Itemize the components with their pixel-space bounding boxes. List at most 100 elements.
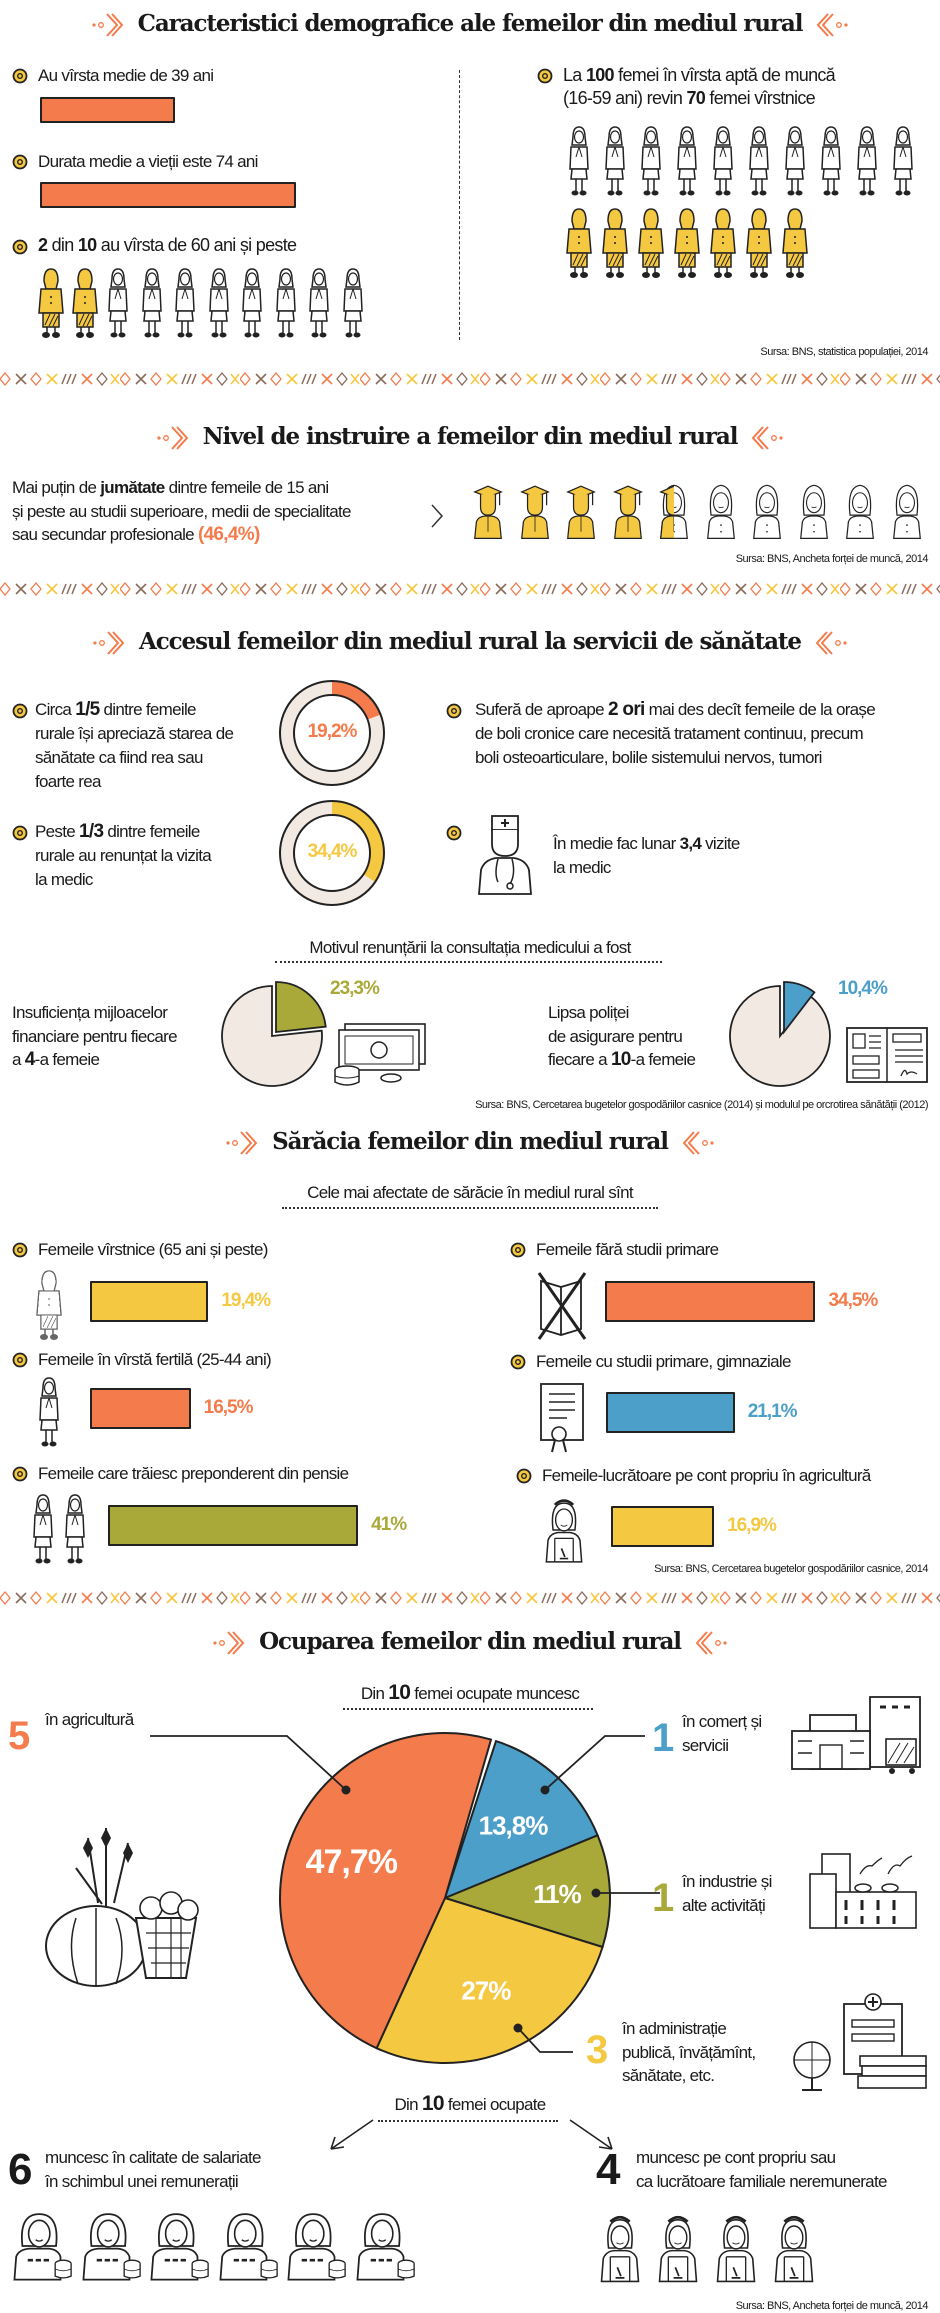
employees-label: muncesc în calitate de salariate în schim… xyxy=(45,2146,261,2194)
donut-segment xyxy=(280,681,384,785)
insurance-document-icon xyxy=(846,1027,928,1083)
elderly-figures-row xyxy=(36,267,371,339)
text: în schimbul unei remunerații xyxy=(45,2172,239,2191)
woman-icon xyxy=(641,126,661,197)
elderly-woman-icon xyxy=(674,208,700,279)
elderly-woman-icon xyxy=(638,208,664,279)
leader-line xyxy=(517,2027,573,2053)
woman-icon xyxy=(342,268,363,339)
text: în industrie și xyxy=(682,1872,772,1891)
title-text: Nivel de instruire a femeilor din mediul… xyxy=(202,423,739,450)
split-arrows-icon xyxy=(330,2119,613,2150)
text: financiare pentru fiecare xyxy=(12,1026,178,1046)
poverty-bar xyxy=(605,1281,816,1322)
industry-count: 1 xyxy=(652,1876,674,1920)
chevron-right-decoration-icon xyxy=(90,10,124,40)
pie-slice-label: 13,8% xyxy=(479,1811,549,1841)
text: ca lucrătoare familiale neremunerate xyxy=(636,2172,887,2191)
text: foarte rea xyxy=(35,772,101,791)
woman-icon xyxy=(208,268,229,339)
commerce-label: în comerț și servicii xyxy=(682,1710,762,1758)
bullet-icon xyxy=(510,1242,526,1258)
poverty-bar xyxy=(108,1505,359,1546)
text: mai des decît femeile de la orașe xyxy=(644,700,876,719)
elderly-woman-icon xyxy=(710,208,736,279)
shops-icon xyxy=(791,1696,921,1774)
employees-figures-row xyxy=(10,2210,421,2282)
agriculture-label: în agricultură xyxy=(45,1710,134,1729)
employed-woman-icon xyxy=(150,2212,209,2282)
section-title-education: Nivel de instruire a femeilor din mediul… xyxy=(0,423,940,453)
bullet-icon xyxy=(12,154,28,170)
avg-age-text: Au vîrsta medie de 39 ani xyxy=(38,66,214,85)
text: sau secundar profesionale xyxy=(12,525,198,544)
doctor-visits-text: În medie fac lunar 3,4 vizite la medic xyxy=(553,832,740,880)
pie-slice-value xyxy=(275,981,327,1034)
title-text: Sărăcia femeilor din mediul rural xyxy=(272,1128,669,1155)
book-icon xyxy=(537,1272,587,1340)
factory-icon xyxy=(809,1853,917,1929)
pair-icon xyxy=(33,1494,85,1565)
employment-pie-chart: 13,8% 11% 27% 47,7% xyxy=(150,1732,660,2064)
chevron-right-decoration-icon xyxy=(211,1628,245,1658)
text: -a femeie xyxy=(630,1050,696,1069)
leader-dot xyxy=(513,2023,523,2033)
text: rurale își apreciază starea de xyxy=(35,724,234,743)
fraction: 1/5 xyxy=(75,699,100,720)
text: Mai puțin de xyxy=(12,478,101,497)
administration-label: în administrație publică, învățămînt, sănă… xyxy=(622,2017,756,2088)
elderly-woman-icon xyxy=(782,208,808,279)
life-expectancy-text: Durata medie a vieții este 74 ani xyxy=(38,152,258,171)
woman-icon xyxy=(141,268,162,339)
self-employed-woman-icon xyxy=(658,2215,698,2283)
text: femei ocupate muncesc xyxy=(410,1684,580,1703)
chevron-left-decoration-icon xyxy=(695,1628,729,1658)
poverty-item-label: Femeile în vîrstă fertilă (25-44 ani) xyxy=(38,1350,272,1369)
elderly-count: 2 xyxy=(38,235,48,255)
text: a xyxy=(12,1050,25,1069)
pie-slice-label: 47,7% xyxy=(306,1843,398,1881)
self-employed-count: 4 xyxy=(596,2145,621,2194)
bullet-icon xyxy=(12,239,28,255)
title-text: Ocuparea femeilor din mediul rural xyxy=(259,1628,682,1655)
section-title-demographics: Caracteristici demografice ale femeilor … xyxy=(0,10,940,40)
graduate-icon xyxy=(520,485,549,540)
leader-dot xyxy=(540,1785,550,1795)
text: femei vîrstnice xyxy=(705,88,815,108)
poverty-bar-label: 19,4% xyxy=(221,1290,271,1311)
number: 10 xyxy=(610,1049,631,1070)
elderly-woman-icon xyxy=(746,208,772,279)
woman-bust-icon xyxy=(892,484,921,540)
text: și peste au studii superioare, medii de … xyxy=(12,501,351,521)
text: vizite xyxy=(701,834,740,853)
bullet-icon xyxy=(12,703,28,719)
number: 70 xyxy=(686,88,706,108)
text: (16-59 ani) revin xyxy=(563,88,687,108)
chevron-right-decoration-icon xyxy=(91,628,125,658)
pie-slice xyxy=(375,1896,604,2064)
money-icon xyxy=(334,1023,426,1086)
education-percent: (46,4%) xyxy=(197,524,260,545)
pie-slice-rest xyxy=(729,985,831,1087)
woman-icon xyxy=(857,126,877,197)
section-title-health: Accesul femeilor din mediul rural la ser… xyxy=(0,628,940,658)
text: Din xyxy=(394,2095,422,2114)
doctor-icon xyxy=(478,815,532,895)
pie-slice xyxy=(442,1834,611,1949)
elderly-figures-row xyxy=(564,207,816,279)
source-note: Sursa: BNS, statistica populației, 2014 xyxy=(760,346,928,358)
woman-icon xyxy=(821,126,841,197)
reasons-subtitle: Motivul renunțării la consultația medicu… xyxy=(309,938,631,957)
poverty-item-label: Femeile fără studii primare xyxy=(536,1240,719,1259)
employed-woman-icon xyxy=(355,2212,415,2282)
leader-line xyxy=(150,1735,347,1791)
self-employed-label: muncesc pe cont propriu sau ca lucrătoare… xyxy=(636,2146,887,2194)
text: dintre femeile xyxy=(103,822,200,841)
text: La xyxy=(563,65,586,85)
self-employed-woman-icon xyxy=(716,2215,756,2283)
poverty-item-label: Femeile cu studii primare, gimnaziale xyxy=(536,1352,791,1371)
woman-bust-icon xyxy=(845,484,875,540)
poverty-bar-label: 16,9% xyxy=(727,1515,777,1536)
text: la medic xyxy=(35,870,93,889)
text: femei ocupate xyxy=(443,2095,546,2114)
